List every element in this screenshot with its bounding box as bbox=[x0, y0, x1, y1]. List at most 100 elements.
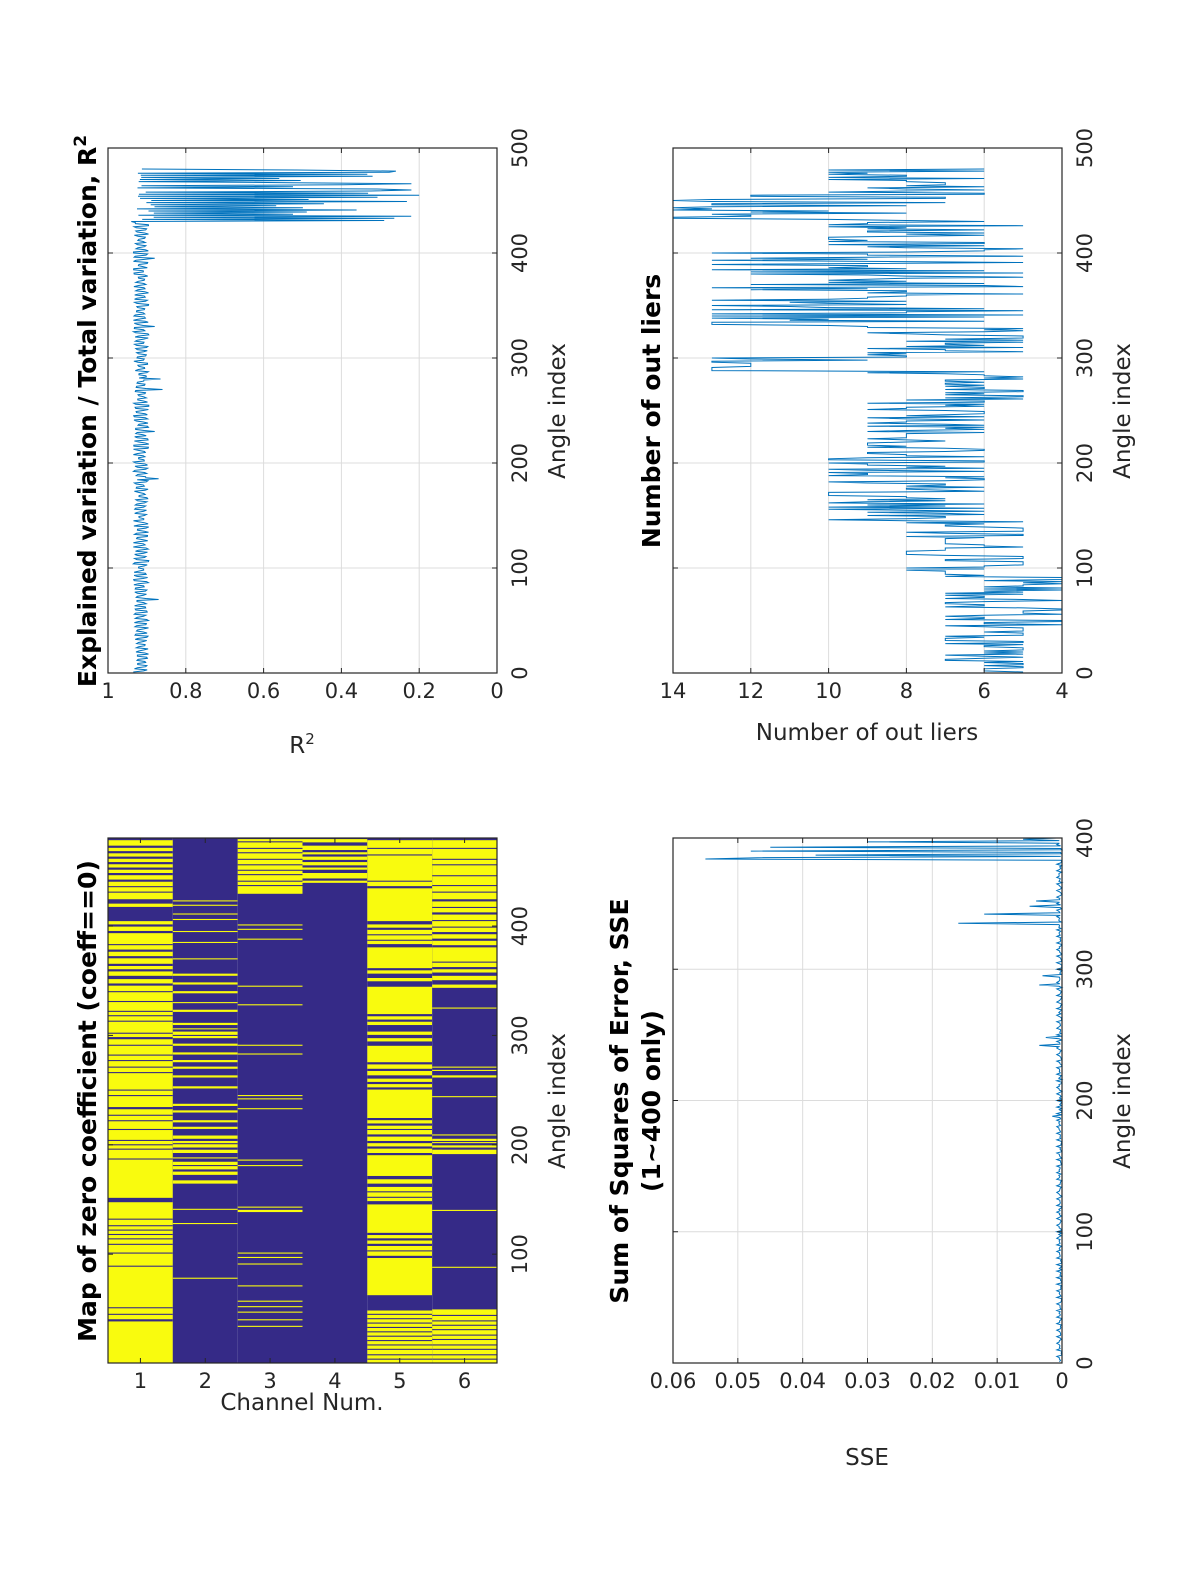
heatmap-zero-cell bbox=[367, 1078, 433, 1082]
heatmap-zero-cell bbox=[108, 1067, 173, 1073]
heatmap-zero-cell bbox=[432, 901, 497, 907]
heatmap-zero-cell bbox=[237, 853, 303, 859]
x-tick-label: 100 bbox=[1073, 1212, 1097, 1252]
heatmap-zero-cell bbox=[108, 992, 173, 1001]
heatmap-zero-cell bbox=[367, 1070, 433, 1076]
heatmap-zero-cell bbox=[108, 1039, 173, 1045]
heatmap-zero-cell bbox=[367, 881, 433, 887]
heatmap-zero-cell bbox=[237, 848, 303, 853]
x-tick-label: 200 bbox=[1073, 1080, 1097, 1120]
heatmap-zero-cell bbox=[302, 873, 368, 879]
heatmap-zero-cell bbox=[172, 1166, 238, 1170]
y-tick-label: 0.03 bbox=[844, 1369, 891, 1393]
heatmap-zero-cell bbox=[432, 859, 497, 865]
x-tick-label: 500 bbox=[1073, 128, 1097, 168]
heatmap-zero-cell bbox=[172, 1035, 238, 1039]
heatmap-cells bbox=[108, 838, 497, 1363]
y-tick-label: 2 bbox=[199, 1369, 212, 1393]
heatmap-zero-cell bbox=[172, 913, 238, 915]
heatmap-zero-cell bbox=[237, 1004, 303, 1006]
heatmap-zero-cell bbox=[432, 1007, 497, 1009]
heatmap-zero-cell bbox=[432, 947, 497, 962]
x-tick-label: 300 bbox=[1073, 949, 1097, 989]
heatmap-zero-cell bbox=[108, 1314, 173, 1320]
heatmap-zero-cell bbox=[367, 1031, 433, 1035]
heatmap-zero-cell bbox=[237, 1319, 303, 1321]
heatmap-zero-cell bbox=[367, 1089, 433, 1118]
heatmap-zero-cell bbox=[172, 1066, 238, 1069]
r-squared-subplot: Explained variation / Total variation, R… bbox=[71, 128, 571, 759]
x-tick-label: 500 bbox=[508, 128, 532, 168]
heatmap-zero-cell bbox=[172, 991, 238, 994]
y-tick-label: 4 bbox=[1055, 679, 1068, 703]
heatmap-zero-cell bbox=[237, 1159, 303, 1161]
heatmap-zero-cell bbox=[302, 880, 368, 883]
heatmap-zero-cell bbox=[108, 1140, 173, 1145]
heatmap-zero-cell bbox=[237, 1256, 303, 1258]
outliers-y-axis-label: Number of out liers bbox=[756, 720, 979, 746]
heatmap-zero-cell bbox=[172, 1223, 238, 1225]
heatmap-zero-cell bbox=[237, 1263, 303, 1265]
heatmap-zero-cell bbox=[108, 921, 173, 925]
heatmap-zero-cell bbox=[367, 1148, 433, 1153]
x-tick-label: 300 bbox=[508, 1015, 532, 1055]
heatmap-zero-cell bbox=[367, 1251, 433, 1256]
heatmap-zero-cell bbox=[367, 1186, 433, 1192]
heatmap-zero-cell bbox=[367, 940, 433, 945]
heatmap-zero-cell bbox=[172, 1043, 238, 1046]
heatmap-zero-cell bbox=[367, 840, 433, 848]
heatmap-zero-cell bbox=[302, 862, 368, 866]
heatmap-zero-cell bbox=[108, 1159, 173, 1198]
heatmap-zero-cell bbox=[367, 1235, 433, 1239]
heatmap-y-axis-label: Channel Num. bbox=[220, 1390, 383, 1416]
heatmap-axes-box bbox=[107, 837, 498, 1364]
heatmap-zero-cell bbox=[108, 1145, 173, 1149]
heatmap-zero-cell bbox=[237, 1108, 303, 1110]
heatmap-zero-cell bbox=[172, 1208, 238, 1210]
heatmap-zero-cell bbox=[172, 1028, 238, 1030]
heatmap-zero-cell bbox=[237, 1311, 303, 1313]
heatmap-zero-cell bbox=[432, 886, 497, 892]
outliers-subplot: Number of out liers 0 100 200 300 400 500 4 6 8 1… bbox=[637, 128, 1136, 746]
outliers-axes-box bbox=[672, 147, 1063, 674]
heatmap-zero-cell bbox=[237, 938, 303, 940]
heatmap-zero-cell bbox=[237, 859, 303, 865]
sse-series-line bbox=[705, 837, 1064, 1363]
heatmap-zero-cell bbox=[108, 892, 173, 900]
heatmap-zero-cell bbox=[367, 1349, 433, 1355]
heatmap-zero-cell bbox=[237, 1325, 303, 1327]
heatmap-zero-cell bbox=[237, 924, 303, 926]
r-squared-x-axis-label: Angle index bbox=[545, 343, 571, 479]
heatmap-zero-cell bbox=[432, 975, 497, 981]
heatmap-zero-cell bbox=[367, 1258, 433, 1296]
heatmap-zero-cell bbox=[367, 1204, 433, 1233]
heatmap-zero-cell bbox=[108, 926, 173, 931]
y-tick-label: 0.8 bbox=[169, 679, 202, 703]
heatmap-zero-cell bbox=[432, 921, 497, 927]
heatmap-zero-cell bbox=[367, 1136, 433, 1141]
heatmap-zero-cell bbox=[367, 970, 433, 974]
heatmap-zero-cell bbox=[108, 985, 173, 992]
heatmap-zero-cell bbox=[237, 1098, 303, 1100]
x-tick-label: 200 bbox=[508, 443, 532, 483]
heatmap-zero-cell bbox=[367, 1192, 433, 1197]
heatmap-zero-cell bbox=[108, 1202, 173, 1219]
heatmap-zero-cell bbox=[108, 958, 173, 964]
heatmap-zero-cell bbox=[367, 855, 433, 881]
heatmap-zero-cell bbox=[108, 1002, 173, 1011]
heatmap-zero-cell bbox=[432, 892, 497, 900]
heatmap-zero-cell bbox=[367, 1155, 433, 1176]
heatmap-zero-cell bbox=[172, 1157, 238, 1159]
heatmap-zero-cell bbox=[108, 1016, 173, 1021]
heatmap-zero-cell bbox=[367, 1045, 433, 1063]
heatmap-zero-cell bbox=[108, 1235, 173, 1239]
heatmap-zero-cell bbox=[237, 928, 303, 930]
heatmap-zero-cell bbox=[367, 1084, 433, 1088]
heatmap-zero-cell bbox=[108, 1321, 173, 1363]
x-tick-label: 400 bbox=[1073, 233, 1097, 273]
x-tick-label: 0 bbox=[1073, 666, 1097, 679]
x-tick-label: 300 bbox=[508, 338, 532, 378]
x-tick-label: 200 bbox=[1073, 443, 1097, 483]
heatmap-zero-cell bbox=[367, 1332, 433, 1336]
